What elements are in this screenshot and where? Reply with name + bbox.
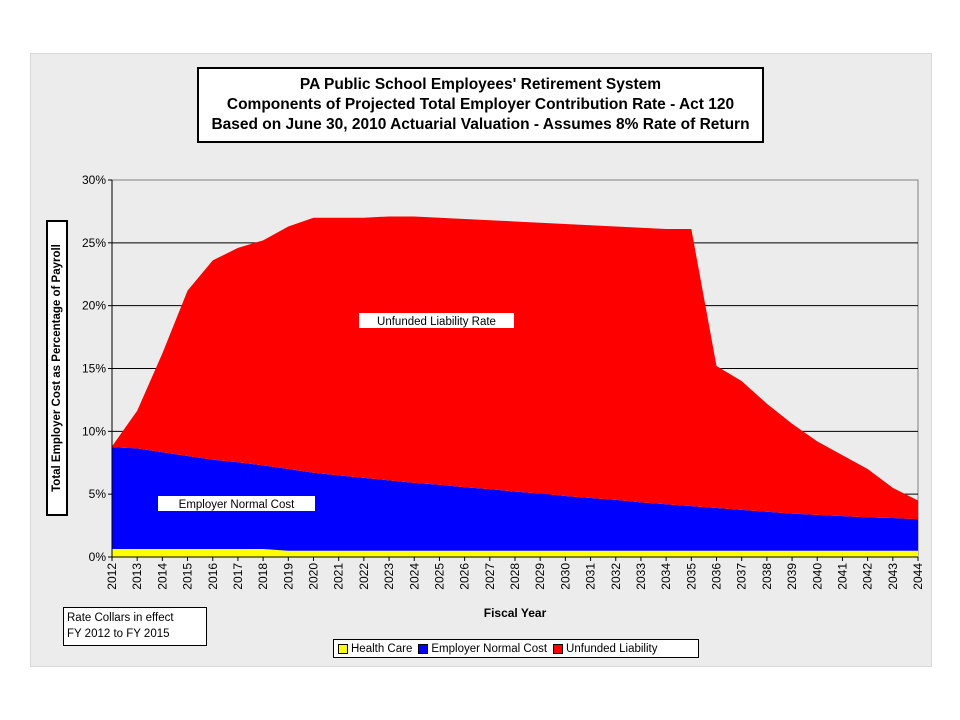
- x-tick-label: 2024: [407, 563, 421, 590]
- x-tick-label: 2026: [458, 563, 472, 590]
- x-tick-label: 2034: [659, 563, 673, 590]
- x-tick-label: 2038: [760, 563, 774, 590]
- legend-item-employer-normal-cost: Employer Normal Cost: [418, 643, 547, 655]
- x-tick-label: 2019: [281, 563, 295, 590]
- x-tick-label: 2035: [684, 563, 698, 590]
- unfunded-liability-area: [112, 216, 918, 520]
- chart-title: PA Public School Employees' Retirement S…: [197, 67, 764, 143]
- y-axis-label: Total Employer Cost as Percentage of Pay…: [51, 244, 63, 492]
- x-tick-label: 2023: [382, 563, 396, 590]
- x-tick-label: 2012: [105, 563, 119, 590]
- legend-label-health-care: Health Care: [351, 642, 413, 655]
- x-tick-label: 2015: [181, 563, 195, 590]
- y-axis-label-box: Total Employer Cost as Percentage of Pay…: [46, 220, 68, 516]
- x-tick-label: 2032: [609, 563, 623, 590]
- normal-cost-annotation-box: [158, 496, 315, 511]
- y-tick-label: 10%: [82, 424, 106, 438]
- x-tick-label: 2030: [558, 563, 572, 590]
- x-tick-label: 2017: [231, 563, 245, 590]
- x-tick-label: 2020: [307, 563, 321, 590]
- y-tick-label: 0%: [89, 550, 107, 564]
- x-tick-label: 2029: [533, 563, 547, 590]
- x-tick-label: 2036: [710, 563, 724, 590]
- normal-cost-annotation: Employer Normal Cost: [179, 499, 295, 511]
- title-line-2: Components of Projected Total Employer C…: [226, 96, 735, 113]
- legend-item-unfunded-liability: Unfunded Liability: [553, 643, 657, 655]
- legend-swatch-health-care: [338, 643, 348, 654]
- x-tick-label: 2018: [256, 563, 270, 590]
- x-axis-label: Fiscal Year: [484, 606, 547, 620]
- y-tick-label: 25%: [82, 236, 106, 250]
- y-tick-label: 30%: [82, 173, 106, 187]
- x-tick-label: 2041: [835, 563, 849, 590]
- unfunded-annotation-box: [359, 313, 514, 328]
- employer-normal-cost-area: [112, 447, 918, 551]
- legend-swatch-unfunded-liability: [553, 643, 564, 654]
- rate-collar-note: Rate Collars in effect FY 2012 to FY 201…: [63, 607, 207, 646]
- note-line-1: Rate Collars in effect: [67, 612, 174, 624]
- x-tick-label: 2022: [357, 563, 371, 590]
- title-line-3: Based on June 30, 2010 Actuarial Valuati…: [211, 116, 750, 133]
- note-line-2: FY 2012 to FY 2015: [67, 628, 170, 640]
- health-care-area: [112, 548, 918, 557]
- y-axis-ticks: 0% 5% 10% 15% 20% 25% 30%: [82, 173, 112, 564]
- x-tick-label: 2013: [130, 563, 144, 590]
- x-tick-label: 2027: [483, 563, 497, 590]
- legend-swatch-employer-normal-cost: [418, 643, 429, 654]
- legend-label-unfunded-liability: Unfunded Liability: [566, 642, 658, 655]
- x-tick-label: 2016: [206, 563, 220, 590]
- x-tick-label: 2039: [785, 563, 799, 590]
- x-tick-label: 2044: [911, 563, 925, 590]
- legend: Health Care Employer Normal Cost Unfunde…: [333, 639, 699, 658]
- legend-item-health-care: Health Care: [338, 643, 412, 655]
- x-tick-label: 2025: [432, 563, 446, 590]
- unfunded-annotation: Unfunded Liability Rate: [377, 316, 496, 328]
- x-tick-label: 2031: [584, 563, 598, 590]
- x-tick-label: 2040: [810, 563, 824, 590]
- y-tick-label: 20%: [82, 299, 106, 313]
- x-axis-ticks: 2012 2013 2014 2015 2016 2017 2018 2019 2020 2021…: [105, 557, 925, 590]
- y-tick-label: 15%: [82, 362, 106, 376]
- x-tick-label: 2033: [634, 563, 648, 590]
- x-tick-label: 2037: [735, 563, 749, 590]
- title-line-1: PA Public School Employees' Retirement S…: [299, 76, 662, 93]
- x-tick-label: 2014: [155, 563, 169, 590]
- x-tick-label: 2043: [886, 563, 900, 590]
- x-tick-label: 2028: [508, 563, 522, 590]
- x-tick-label: 2042: [861, 563, 875, 590]
- y-tick-label: 5%: [89, 487, 107, 501]
- x-tick-label: 2021: [332, 563, 346, 590]
- area-series: [111, 180, 918, 558]
- legend-label-employer-normal-cost: Employer Normal Cost: [431, 642, 548, 655]
